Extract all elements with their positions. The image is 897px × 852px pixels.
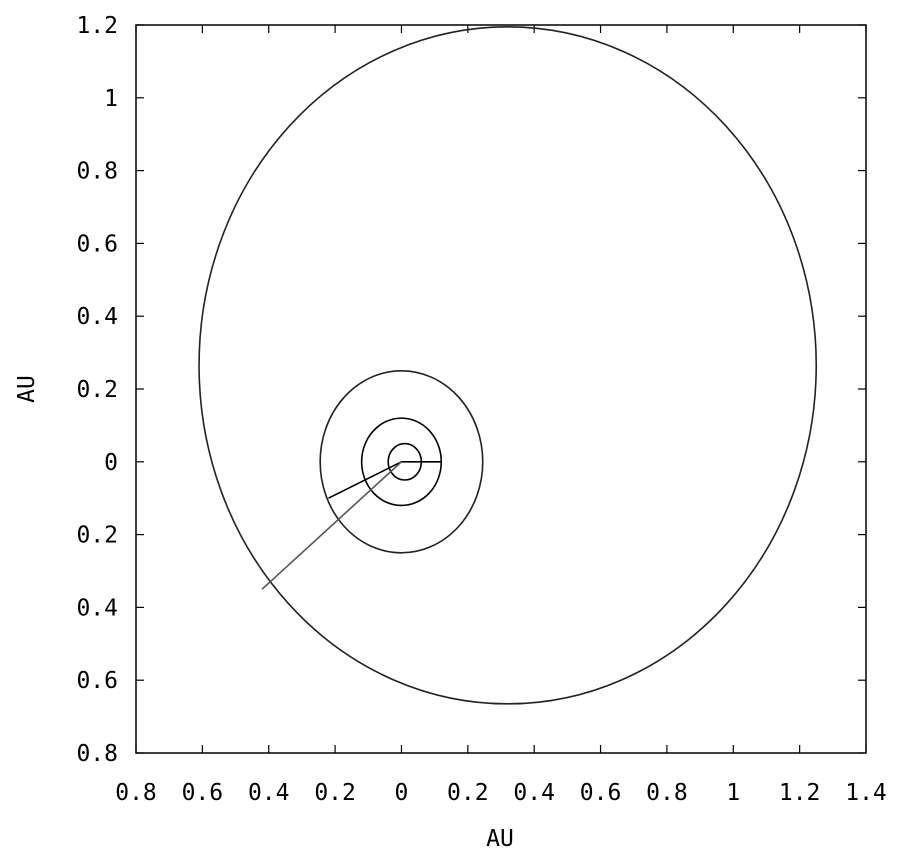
x-axis-label: AU bbox=[486, 826, 514, 852]
y-tick-label: 0.2 bbox=[76, 523, 118, 549]
x-tick-label: 1.4 bbox=[845, 780, 887, 806]
y-tick-label: 0.2 bbox=[76, 377, 118, 403]
radial-lines bbox=[261, 460, 442, 590]
y-tick-label: 0.8 bbox=[76, 159, 118, 185]
y-tick-label: 0.4 bbox=[76, 595, 118, 621]
x-tick-label: 1.2 bbox=[779, 780, 821, 806]
x-tick-label: 1 bbox=[726, 780, 740, 806]
y-tick-label: 0.6 bbox=[76, 668, 118, 694]
x-tick-label: 0.8 bbox=[115, 780, 157, 806]
orbit-path bbox=[198, 26, 818, 705]
x-tick-label: 0.2 bbox=[447, 780, 489, 806]
radial-line bbox=[261, 461, 402, 590]
orbit-path bbox=[319, 369, 484, 554]
x-tick-label: 0.4 bbox=[513, 780, 555, 806]
radial-line bbox=[328, 461, 402, 499]
y-tick-label: 0.6 bbox=[76, 231, 118, 257]
x-tick-label: 0.6 bbox=[182, 780, 224, 806]
x-tick-label: 0 bbox=[395, 780, 409, 806]
plot-frame bbox=[135, 24, 867, 754]
y-tick-label: 0.4 bbox=[76, 304, 118, 330]
y-axis: 1.2 1 0.8 0.6 0.4 0.2 0 0.2 0.4 0.6 0.8 bbox=[76, 13, 866, 767]
x-axis: 0.8 0.6 0.4 0.2 0 0.2 0.4 0.6 0.8 1 1.2 1.4 bbox=[115, 25, 887, 806]
x-tick-label: 0.2 bbox=[314, 780, 356, 806]
orbit-series bbox=[198, 26, 818, 705]
x-tick-label: 0.6 bbox=[580, 780, 622, 806]
y-tick-label: 1 bbox=[104, 86, 118, 112]
y-tick-label: 1.2 bbox=[76, 13, 118, 39]
x-tick-label: 0.4 bbox=[248, 780, 290, 806]
y-axis-label: AU bbox=[14, 375, 40, 403]
y-tick-label: 0 bbox=[104, 450, 118, 476]
y-tick-label: 0.8 bbox=[76, 741, 118, 767]
x-tick-label: 0.8 bbox=[646, 780, 688, 806]
